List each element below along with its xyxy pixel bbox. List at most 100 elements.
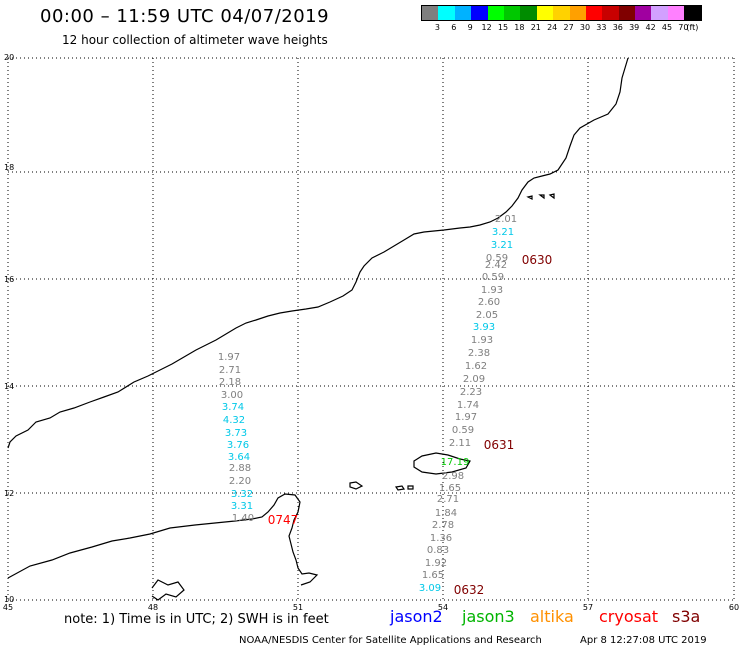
wave-height-label: 1.84	[435, 508, 457, 519]
pass-time-label: 0632	[454, 583, 485, 597]
wave-height-label: 2.23	[460, 387, 482, 398]
wave-height-label: 1.65	[422, 570, 444, 581]
legend-tick-label: 42	[645, 23, 656, 32]
wave-height-label: 3.76	[227, 440, 249, 451]
wave-height-label: 3.09	[419, 583, 441, 594]
legend-jason2: jason2	[390, 607, 443, 626]
legend-tick-label: 21	[530, 23, 541, 32]
islets-north	[526, 193, 555, 200]
wave-height-label: 0.59	[482, 272, 504, 283]
wave-height-label: 3.73	[225, 428, 247, 439]
wave-height-label: 17.19	[441, 457, 470, 468]
wave-height-label: 2.09	[463, 374, 485, 385]
wave-height-label: 2.20	[229, 476, 251, 487]
generated-timestamp: Apr 8 12:27:08 UTC 2019	[580, 635, 707, 646]
islet-west-3	[407, 485, 414, 490]
wave-height-label: 1.40	[232, 513, 254, 524]
pass-time-label: 0630	[522, 253, 553, 267]
legend-tick-label: 39	[629, 23, 640, 32]
legend-labels: 3 6 9 12 15 18 21 24 27 30 33 36 39 42 45 70 (ft)	[421, 21, 702, 33]
legend-tick-label: 18	[514, 23, 525, 32]
legend-tick-label: 45	[661, 23, 673, 32]
legend-tick-label: 33	[596, 23, 607, 32]
wave-height-label: 1.65	[439, 483, 461, 494]
legend-color-bar	[421, 5, 702, 21]
legend-cryosat: cryosat	[599, 607, 659, 626]
wave-height-label: 0.59	[452, 425, 474, 436]
legend-swatch	[635, 6, 652, 20]
wave-height-label: 3.93	[473, 322, 495, 333]
wave-height-label: 0.59	[486, 253, 508, 264]
legend-tick-label: 6	[451, 23, 457, 32]
legend-altika: altika	[530, 607, 574, 626]
legend-swatch	[585, 6, 603, 20]
legend-swatch	[569, 6, 586, 20]
pass-time-label: 0631	[484, 438, 515, 452]
wave-height-label: 2.78	[432, 520, 454, 531]
map-grid	[7, 57, 735, 601]
wave-height-label: 2.60	[478, 297, 500, 308]
somalia-coastline	[7, 57, 629, 449]
wave-height-label: 2.98	[442, 471, 464, 482]
wave-height-label: 1.97	[455, 412, 477, 423]
wave-height-label: 0.83	[427, 545, 449, 556]
legend-swatch	[422, 6, 439, 20]
color-legend: 3 6 9 12 15 18 21 24 27 30 33 36 39 42 45 70 (ft)	[421, 5, 702, 33]
latitude-label: 12	[4, 489, 14, 498]
legend-tick-label: 27	[563, 23, 574, 32]
legend-tick-label: 36	[612, 23, 623, 32]
wave-height-label: 2.71	[219, 365, 241, 376]
legend-tick-label: 24	[547, 23, 558, 32]
longitude-label: 51	[293, 603, 303, 612]
legend-swatch	[471, 6, 488, 20]
wave-height-label: 1.36	[430, 533, 452, 544]
wave-height-label: 4.32	[223, 415, 245, 426]
latitude-label: 18	[4, 163, 14, 172]
wave-height-label: 3.32	[231, 489, 253, 500]
page-subtitle: 12 hour collection of altimeter wave hei…	[62, 33, 328, 47]
wave-height-label: 1.97	[218, 352, 240, 363]
wave-height-label: 2.18	[219, 377, 241, 388]
legend-tick-label: 30	[579, 23, 591, 32]
legend-tick-label: 9	[467, 23, 473, 32]
wave-height-label: 1.93	[471, 335, 493, 346]
djibouti-coastline	[151, 579, 185, 601]
legend-swatch	[602, 6, 619, 20]
arabian-coastline	[7, 493, 319, 586]
islet-west-2	[394, 485, 406, 491]
wave-height-label: 3.21	[491, 240, 513, 251]
wave-height-label: 3.31	[231, 501, 253, 512]
wave-height-label: 3.21	[492, 227, 514, 238]
longitude-label: 60	[729, 603, 739, 612]
latitude-label: 20	[4, 53, 14, 62]
wave-height-label: 1.93	[481, 285, 503, 296]
pass-time-label: 0747	[268, 513, 299, 527]
latitude-label: 10	[4, 595, 14, 604]
legend-swatch	[536, 6, 554, 20]
legend-swatch	[667, 6, 685, 20]
legend-unit-label: (ft)	[686, 23, 699, 32]
wave-height-label: 2.05	[476, 310, 498, 321]
latitude-label: 14	[4, 382, 14, 391]
island-socotra	[413, 452, 471, 475]
legend-tick-label: 15	[497, 23, 509, 32]
longitude-label: 45	[3, 603, 13, 612]
legend-swatch	[503, 6, 521, 20]
wave-height-label: 2.38	[468, 348, 490, 359]
page-title: 00:00 – 11:59 UTC 04/07/2019	[40, 6, 330, 27]
footnote: note: 1) Time is in UTC; 2) SWH is in fe…	[64, 612, 329, 627]
longitude-label: 54	[438, 603, 448, 612]
wave-height-label: 1.74	[457, 400, 479, 411]
legend-swatch	[454, 6, 472, 20]
wave-height-label: 1.92	[425, 558, 447, 569]
wave-height-label: 2.11	[449, 438, 471, 449]
credit-line: NOAA/NESDIS Center for Satellite Applica…	[239, 635, 542, 646]
wave-height-label: 3.64	[228, 452, 250, 463]
longitude-label: 57	[583, 603, 593, 612]
legend-swatch	[651, 6, 668, 20]
wave-height-label: 1.62	[465, 361, 487, 372]
legend-s3a: s3a	[672, 607, 701, 626]
legend-swatch	[684, 6, 701, 20]
